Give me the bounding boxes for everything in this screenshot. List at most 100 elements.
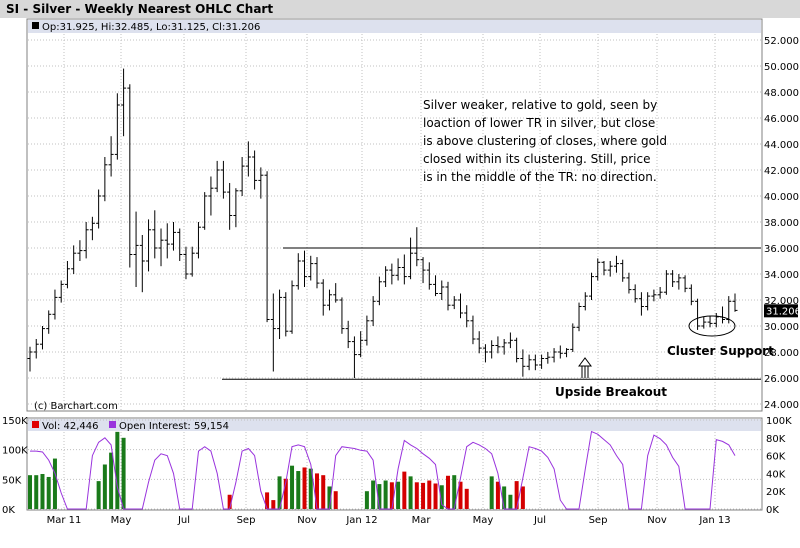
ohlc-bar (539, 354, 545, 369)
info-strip (28, 20, 761, 33)
ohlc-bar (495, 336, 501, 354)
price-tick-label: 34.000 (764, 270, 799, 281)
time-tick-label: Mar 11 (47, 515, 82, 526)
volume-bar (389, 482, 394, 509)
volume-bar (371, 480, 376, 509)
volume-info-strip (28, 419, 761, 431)
ohlc-bar (607, 261, 613, 277)
volume-bar (96, 481, 101, 509)
price-tick-label: 32.000 (764, 296, 799, 307)
price-tick-label: 50.000 (764, 62, 799, 73)
price-tick-label: 52.000 (764, 36, 799, 47)
price-plot-area (26, 18, 763, 412)
volume-bar (508, 494, 513, 509)
price-bars (27, 68, 738, 378)
ohlc-bar (302, 250, 308, 287)
commentary-line-5: is in the middle of the TR: no direction… (423, 170, 657, 184)
ohlc-bar (426, 262, 432, 290)
commentary-line-1: Silver weaker, relative to gold, seen by (423, 98, 657, 112)
price-tick-label: 40.000 (764, 192, 799, 203)
ohlc-bar (457, 293, 463, 319)
grid-layer (28, 34, 761, 410)
ohlc-bar (152, 210, 158, 259)
ohlc-bar (208, 176, 214, 216)
volume-bar (227, 494, 232, 509)
ohlc-bar (582, 292, 588, 311)
price-tick-label: 30.000 (764, 322, 799, 333)
ohlc-bar (308, 255, 314, 281)
upside-breakout-label: Upside Breakout (555, 385, 667, 399)
ohlc-bar (663, 270, 669, 295)
ohlc-bar (220, 160, 226, 199)
volume-bar (364, 491, 369, 509)
volume-bar (321, 475, 326, 509)
ohlc-bar (395, 258, 401, 281)
ohlc-bar (245, 141, 251, 177)
vol-swatch (32, 421, 39, 428)
price-tick-label: 24.000 (764, 400, 799, 411)
ohlc-bar (58, 280, 64, 303)
volume-bar (121, 437, 126, 509)
volume-bar (283, 478, 288, 509)
ohlc-bar (526, 354, 532, 371)
ohlc-bar (570, 323, 576, 352)
ohlc-bar (470, 315, 476, 345)
price-tick-label: 44.000 (764, 140, 799, 151)
ohlc-bar (370, 296, 376, 326)
ohlc-bar (589, 272, 595, 300)
ohlc-bar (476, 331, 482, 354)
volume-bar (452, 475, 457, 509)
commentary-line-2: loaction of lower TR in silver, but clos… (423, 116, 655, 130)
volume-bar (28, 475, 32, 509)
ohlc-bar (489, 340, 495, 359)
ohlc-bar (170, 222, 176, 251)
ohlc-bar (551, 348, 557, 363)
ohlc-bar (620, 259, 626, 282)
ohlc-bar (121, 68, 127, 137)
ohlc-bar (114, 93, 120, 160)
ohlc-bar (514, 337, 520, 363)
ohlc-bar (482, 344, 488, 363)
volume-bar (377, 484, 382, 509)
price-tick-label: 46.000 (764, 114, 799, 125)
ohlc-bar (676, 274, 682, 290)
ohlc-bar (401, 254, 407, 285)
volume-bar (427, 480, 432, 509)
ohlc-bar (277, 289, 283, 339)
ohlc-bar (576, 302, 582, 332)
volume-bar (495, 481, 500, 509)
volume-bar (277, 476, 282, 509)
ohlc-bar (127, 84, 133, 268)
ohlc-bar (264, 171, 270, 323)
time-tick-label: May (111, 515, 132, 526)
volume-bar (408, 476, 413, 509)
volume-bar (383, 480, 388, 509)
ohlc-bar (351, 336, 357, 378)
last-price-box (764, 304, 798, 318)
ohlc-swatch (32, 22, 39, 29)
volume-bar (327, 486, 332, 509)
ohlc-bar (595, 258, 601, 281)
ohlc-bar (383, 266, 389, 287)
ohlc-bar (39, 326, 45, 350)
ohlc-bar (158, 228, 164, 267)
open-interest-axis: 100K 80K 60K 40K 20K 0K (766, 416, 792, 516)
ohlc-bar (83, 222, 89, 259)
ohlc-bar (27, 346, 33, 372)
ohlc-bar (532, 354, 538, 371)
volume-bar (446, 475, 451, 509)
ohlc-bar (439, 280, 445, 300)
commentary-line-4: closed within its clustering. Still, pri… (423, 152, 650, 166)
ohlc-bar (320, 279, 326, 316)
ohlc-bar (289, 280, 295, 334)
oi-tick-label: 20K (766, 487, 786, 498)
ohlc-bar (227, 183, 233, 230)
trading-range-lines (222, 247, 761, 380)
volume-bar (439, 485, 444, 509)
ohlc-bar (295, 253, 301, 290)
oi-tick-label: 80K (766, 434, 786, 445)
cluster-support-ellipse (688, 315, 736, 337)
time-tick-label: Nov (297, 515, 317, 526)
volume-bar (271, 500, 276, 509)
oi-tick-label: 60K (766, 452, 786, 463)
